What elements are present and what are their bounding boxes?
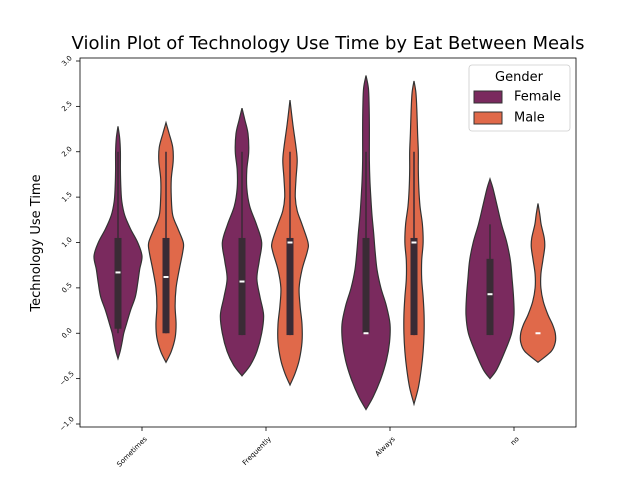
x-tick-label: Always <box>374 435 397 458</box>
x-tick-label: Frequently <box>241 435 273 467</box>
y-tick-label: 1.5 <box>60 190 74 204</box>
y-tick-label: −0.5 <box>58 370 76 388</box>
y-tick-label: 0.5 <box>60 281 74 295</box>
iqr-box-female-always <box>362 237 370 334</box>
legend-swatch-female <box>473 90 503 104</box>
x-tick-label: Sometimes <box>115 435 149 469</box>
y-axis-label: Technology Use Time <box>29 174 44 312</box>
violin-male-no <box>519 203 557 364</box>
y-tick-label: 3.0 <box>60 54 74 68</box>
y-tick-label: −1.0 <box>58 415 76 433</box>
y-tick-label: 2.0 <box>60 145 74 159</box>
legend-title: Gender <box>495 70 544 85</box>
chart-title: Violin Plot of Technology Use Time by Ea… <box>72 33 585 54</box>
iqr-box-male-always <box>410 237 418 336</box>
iqr-box-female-no <box>486 258 494 336</box>
legend-label-female: Female <box>514 90 561 105</box>
y-tick-label: 0.0 <box>60 326 74 340</box>
legend: Gender Female Male <box>468 64 571 132</box>
plot-area <box>93 75 557 411</box>
iqr-box-male-frequently <box>286 237 294 336</box>
y-tick-label: 1.0 <box>60 236 74 250</box>
x-tick-label: no <box>509 435 521 447</box>
iqr-box-female-sometimes <box>114 237 122 329</box>
iqr-box-male-sometimes <box>162 237 170 334</box>
iqr-box-female-frequently <box>238 237 246 336</box>
legend-label-male: Male <box>514 111 545 126</box>
legend-swatch-male <box>473 111 503 125</box>
y-tick-label: 2.5 <box>60 100 74 114</box>
